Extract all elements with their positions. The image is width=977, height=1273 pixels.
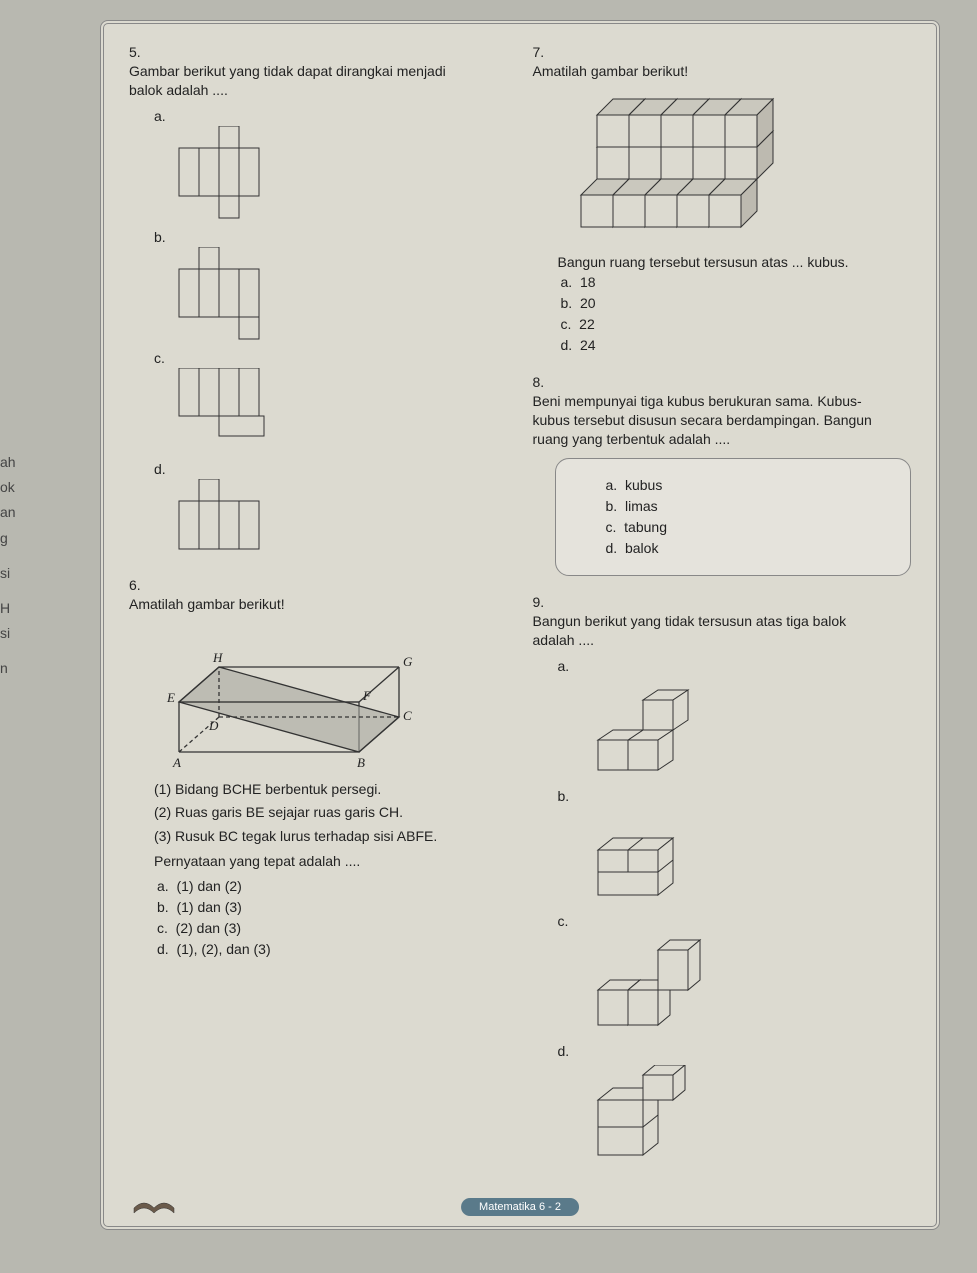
q6-stmt-2: (2) Ruas garis BE sejajar ruas garis CH. — [154, 803, 508, 823]
page-edge-text: ah ok an g si H si n — [0, 450, 30, 682]
q5-net-a — [174, 126, 274, 221]
q6-number: 6. — [129, 577, 151, 593]
q6-stmt-3: (3) Rusuk BC tegak lurus terhadap sisi A… — [154, 827, 508, 847]
q8-opt-d: d. balok — [606, 538, 891, 559]
q5-net-b — [174, 247, 274, 342]
q5-number: 5. — [129, 44, 151, 60]
q6-stmt-1: (1) Bidang BCHE berbentuk persegi. — [154, 780, 508, 800]
q6-opt-d: d. (1), (2), dan (3) — [157, 939, 508, 960]
q8-opt-b: b. limas — [606, 496, 891, 517]
q9-shape-a — [588, 680, 708, 780]
q7-opt-d: d. 24 — [561, 335, 912, 356]
q7-text: Amatilah gambar berikut! — [533, 62, 886, 81]
q9-opt-a-label: a. — [558, 658, 912, 674]
label-F: F — [362, 688, 372, 703]
label-B: B — [357, 755, 365, 770]
q7-opt-b: b. 20 — [561, 293, 912, 314]
q5-net-d — [174, 479, 274, 559]
q6-text: Amatilah gambar berikut! — [129, 595, 482, 614]
worksheet-page: 5. Gambar berikut yang tidak dapat diran… — [100, 20, 940, 1230]
q9-text: Bangun berikut yang tidak tersusun atas … — [533, 612, 886, 650]
q7-opt-a: a. 18 — [561, 272, 912, 293]
question-8: 8. Beni mempunyai tiga kubus berukuran s… — [533, 374, 912, 577]
label-D: D — [208, 718, 219, 733]
q6-prism-diagram: A B C D E F G H — [159, 622, 419, 772]
q7-after: Bangun ruang tersebut tersusun atas ... … — [558, 253, 912, 272]
q5-text: Gambar berikut yang tidak dapat dirangka… — [129, 62, 482, 100]
left-column: 5. Gambar berikut yang tidak dapat diran… — [129, 44, 508, 1206]
q6-opt-b: b. (1) dan (3) — [157, 897, 508, 918]
footer-badge: Matematika 6 - 2 — [461, 1198, 579, 1216]
q8-callout: a. kubus b. limas c. tabung d. balok — [555, 458, 912, 576]
q9-shape-c — [588, 935, 718, 1035]
label-E: E — [166, 690, 175, 705]
q8-text: Beni mempunyai tiga kubus berukuran sama… — [533, 392, 886, 449]
label-G: G — [403, 654, 413, 669]
q5-opt-a-label: a. — [154, 108, 508, 124]
q7-opt-c: c. 22 — [561, 314, 912, 335]
q9-number: 9. — [533, 594, 555, 610]
label-A: A — [172, 755, 181, 770]
right-column: 7. Amatilah gambar berikut! Bangun ruang… — [533, 44, 912, 1206]
question-7: 7. Amatilah gambar berikut! Bangun ruang… — [533, 44, 912, 356]
question-5: 5. Gambar berikut yang tidak dapat diran… — [129, 44, 508, 559]
q8-number: 8. — [533, 374, 555, 390]
q6-opt-c: c. (2) dan (3) — [157, 918, 508, 939]
book-icon — [129, 1183, 179, 1218]
q7-number: 7. — [533, 44, 555, 60]
q8-opt-a: a. kubus — [606, 475, 891, 496]
label-C: C — [403, 708, 412, 723]
q9-shape-d — [588, 1065, 708, 1165]
q9-shape-b — [588, 810, 708, 905]
q9-opt-d-label: d. — [558, 1043, 912, 1059]
q6-prompt: Pernyataan yang tepat adalah .... — [154, 852, 508, 872]
question-6: 6. Amatilah gambar berikut! — [129, 577, 508, 960]
q6-opt-a: a. (1) dan (2) — [157, 876, 508, 897]
q9-opt-c-label: c. — [558, 913, 912, 929]
label-H: H — [212, 650, 223, 665]
q5-opt-d-label: d. — [154, 461, 508, 477]
q5-opt-c-label: c. — [154, 350, 508, 366]
q5-net-c — [174, 368, 284, 453]
q9-opt-b-label: b. — [558, 788, 912, 804]
q5-opt-b-label: b. — [154, 229, 508, 245]
question-9: 9. Bangun berikut yang tidak tersusun at… — [533, 594, 912, 1165]
q7-cube-stack — [561, 87, 821, 247]
q8-opt-c: c. tabung — [606, 517, 891, 538]
